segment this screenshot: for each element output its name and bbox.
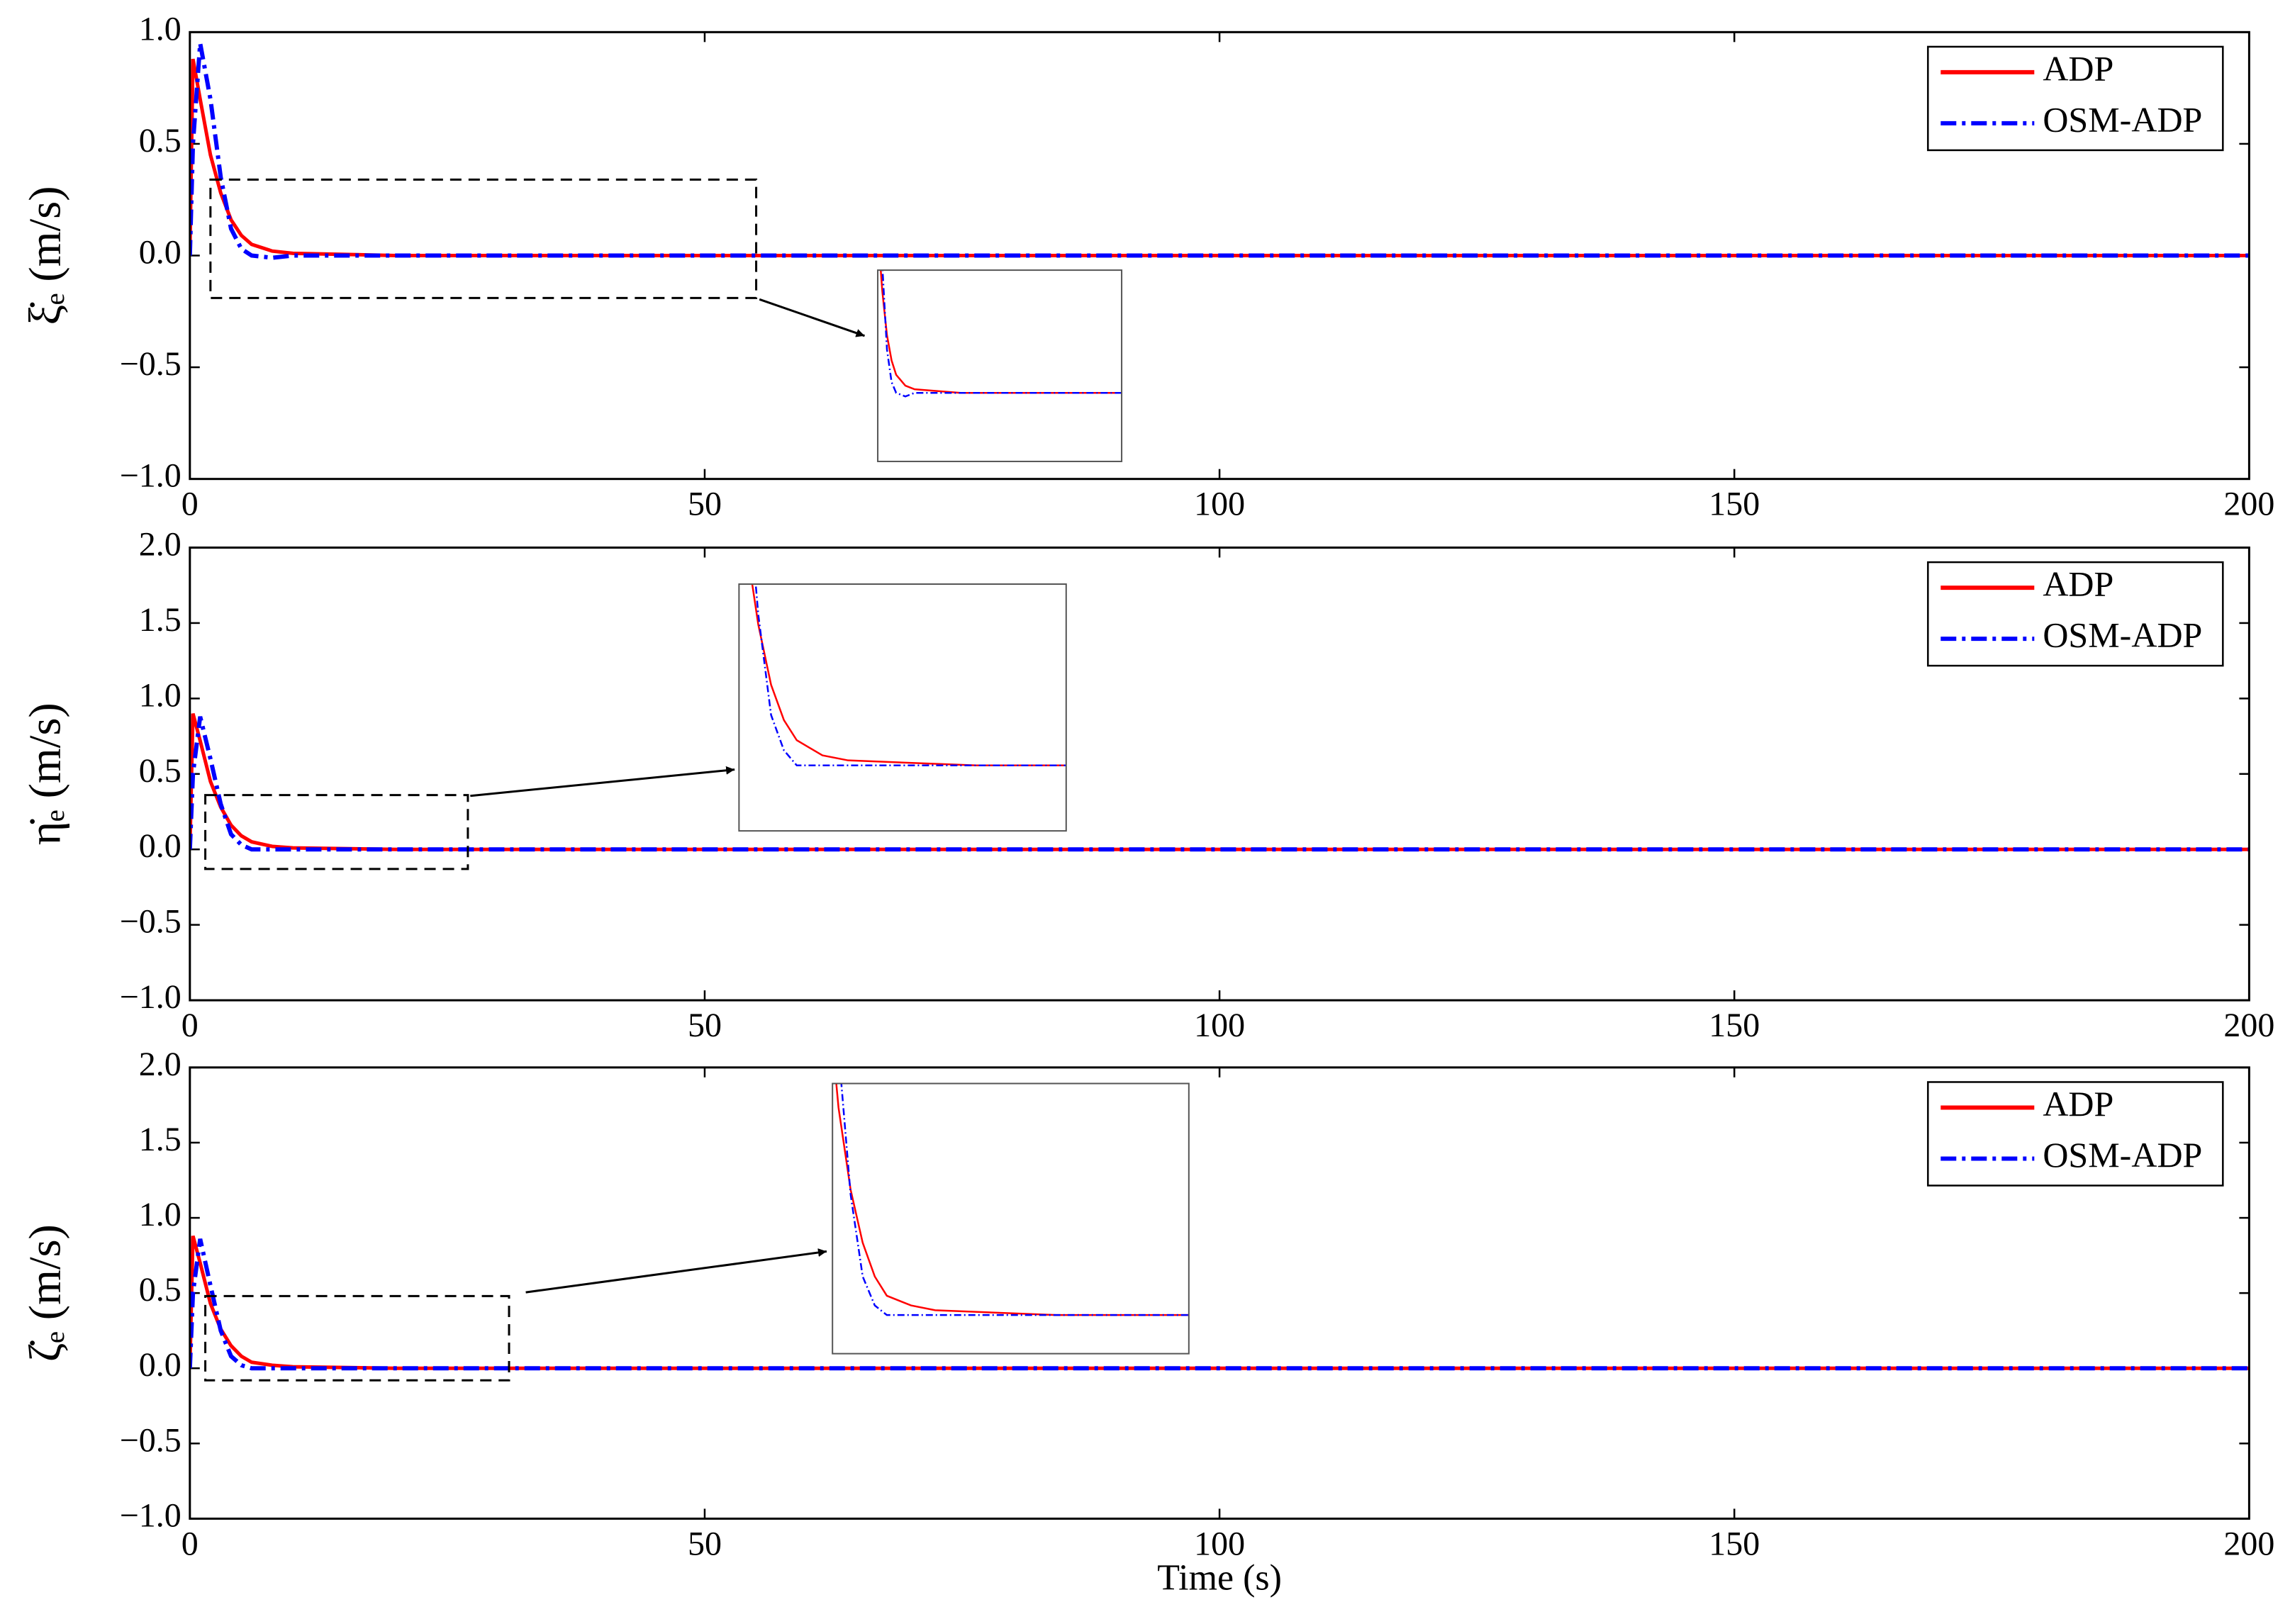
x-tick-label: 200 [2223,1525,2274,1562]
y-tick-label: 1.0 [139,1196,181,1233]
panel: 0 50 100 150 200 −1.0 −0.5 0.0 0.5 1.0 1.5 2.0 ζ̇ₑ (… [20,1046,2275,1598]
inset-line [754,584,1066,767]
plot-frame [189,30,2250,481]
legend-box [1927,1081,2224,1187]
x-tick-label: 150 [1709,486,1760,523]
plot-frame [189,547,2250,1002]
zoom-arrow [525,1248,827,1294]
x-tick-label: 200 [2223,1007,2274,1044]
panel: 0 50 100 150 200 −1.0 −0.5 0.0 0.5 1.0 1.5 2.0 η̇ₑ (… [20,526,2275,1045]
zoom-arrow [759,298,866,337]
legend-label: ADP [2043,1084,2113,1124]
inset-line [835,1083,1189,1316]
inset-line [751,584,1066,767]
legend-box [1927,561,2224,667]
y-tick-label: 1.0 [139,676,181,714]
inset-line [881,270,1122,398]
y-axis-label: ζ̇ₑ (m/s) [20,1224,70,1362]
x-tick-label: 100 [1194,1007,1245,1044]
y-tick-label: 0.0 [139,234,181,271]
x-tick-label: 50 [688,486,722,523]
zoom-box [209,178,758,299]
y-tick-label: 1.5 [139,1121,181,1158]
x-tick-label: 0 [181,1007,199,1044]
inset-bg [878,270,1122,461]
series-line [189,713,2250,851]
inset-frame [738,583,1067,832]
y-axis-label: ξ̇ₑ (m/s) [20,186,70,325]
x-tick-label: 100 [1194,486,1245,523]
zoom-arrow [470,766,735,797]
inset-frame [877,269,1123,462]
y-tick-label: 0.0 [139,1346,181,1384]
x-tick-label: 50 [688,1007,722,1044]
y-tick-label: 0.5 [139,122,181,159]
y-tick-label: 2.0 [139,1046,181,1083]
y-tick-label: −0.5 [120,903,181,941]
series-line [189,716,2250,852]
y-tick-label: 0.5 [139,1271,181,1309]
y-tick-label: 0.5 [139,752,181,790]
x-axis-label: Time (s) [1157,1557,1282,1598]
x-tick-label: 50 [688,1525,722,1562]
inset-line [880,270,1122,394]
inset-bg [739,584,1066,831]
legend-label: OSM-ADP [2043,1135,2202,1175]
y-tick-label: 1.0 [139,10,181,47]
x-tick-label: 150 [1709,1007,1760,1044]
zoom-box [204,1294,510,1382]
y-tick-label: −0.5 [120,1421,181,1459]
y-tick-label: −1.0 [120,1496,181,1534]
legend-label: OSM-ADP [2043,615,2202,655]
inset-frame [832,1082,1190,1355]
x-tick-label: 200 [2223,486,2274,523]
plot-frame [189,1066,2250,1520]
y-tick-label: 2.0 [139,526,181,564]
panel: 0 50 100 150 200 −1.0 −0.5 0.0 0.5 1.0 ξ̇ₑ (m/s) AD… [20,10,2275,522]
y-tick-label: 0.0 [139,827,181,865]
series-line [189,43,2250,260]
legend-box [1927,45,2224,152]
y-tick-label: 1.5 [139,601,181,639]
inset-line [840,1083,1189,1316]
x-tick-label: 0 [181,486,199,523]
x-tick-label: 150 [1709,1525,1760,1562]
legend-label: ADP [2043,48,2113,88]
series-line [189,1235,2250,1370]
y-tick-label: −1.0 [120,457,181,495]
inset-bg [832,1083,1189,1354]
y-tick-label: −0.5 [120,345,181,383]
legend-label: ADP [2043,564,2113,604]
zoom-box [204,794,469,870]
y-axis-label: η̇ₑ (m/s) [20,702,70,845]
x-tick-label: 100 [1194,1525,1245,1562]
y-tick-label: −1.0 [120,978,181,1016]
series-line [189,1238,2250,1371]
legend-label: OSM-ADP [2043,99,2202,139]
x-tick-label: 0 [181,1525,199,1562]
